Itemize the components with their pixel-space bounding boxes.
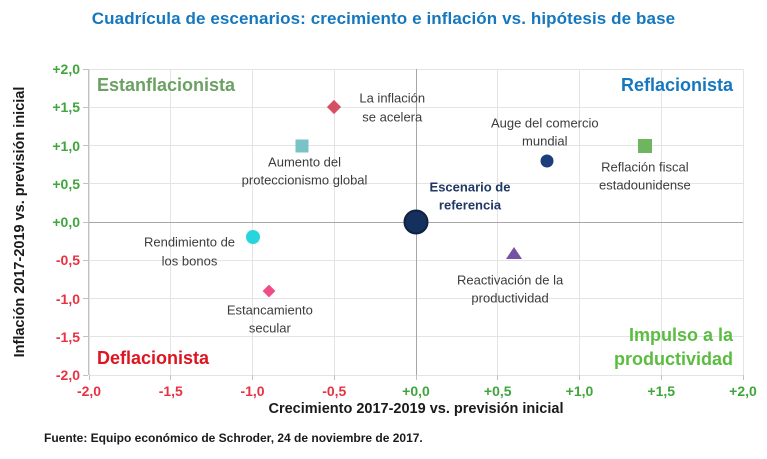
point-label-aumento-del-proteccionismo-global: Aumento del proteccionismo global (241, 154, 368, 188)
x-tick-label: -1,0 (240, 383, 265, 399)
y-tick-label: +1,5 (52, 99, 80, 116)
grid-line-vertical (742, 69, 744, 375)
y-tick-label: +1,0 (52, 137, 80, 154)
y-tick-label: -0,5 (55, 252, 80, 269)
y-tick-label: -2,0 (55, 367, 80, 383)
y-tick-mark (83, 145, 88, 146)
x-tick-mark (660, 375, 662, 380)
point-label-rendimiento-de-los-bonos: Rendimiento de los bonos (143, 234, 236, 269)
y-tick-mark (83, 298, 88, 299)
point-label-reflacion-fiscal-estadounidense: Reflación fiscal estadounidense (598, 159, 691, 193)
x-tick-label: +1,5 (647, 383, 676, 399)
x-tick-mark (333, 375, 335, 380)
x-tick-mark (497, 375, 499, 380)
data-point-la-inflacion-se-acelera (327, 100, 342, 115)
point-label-reactivacion-de-la-productividad: Reactivación de la productividad (456, 272, 564, 306)
data-point-rendimiento-de-los-bonos (245, 230, 260, 245)
quadrant-label-top-right: Reflacionista (620, 75, 733, 95)
y-tick-mark (83, 336, 88, 338)
x-tick-label: +2,0 (729, 383, 757, 399)
y-tick-label: +0,0 (52, 214, 80, 230)
chart-title: Cuadrícula de escenarios: crecimiento e … (91, 9, 676, 28)
y-tick-label: +2,0 (52, 61, 80, 77)
quadrant-label-bottom-right: Impulso a la productividad (613, 325, 733, 369)
y-tick-mark (83, 221, 88, 223)
x-tick-label: -1,5 (158, 383, 183, 399)
y-tick-mark (83, 106, 88, 108)
y-axis-title: Inflación 2017-2019 vs. previsión inicia… (12, 86, 28, 358)
quadrant-label-bottom-left: Deflacionista (97, 347, 210, 368)
data-point-reflacion-fiscal-estadounidense (637, 138, 652, 153)
data-point-estancamiento-secular (262, 284, 276, 298)
y-tick-mark (83, 374, 88, 376)
y-tick-mark (83, 259, 88, 261)
data-point-escenario-de-referencia (403, 209, 429, 235)
x-tick-mark (88, 375, 90, 380)
x-tick-label: +1,0 (565, 383, 594, 399)
y-tick-mark (83, 183, 88, 185)
y-tick-label: +0,5 (52, 175, 80, 192)
quadrant-label-top-left: Estanflacionista (97, 75, 236, 95)
source-note: Fuente: Equipo económico de Schroder, 24… (44, 431, 423, 445)
point-label-auge-del-comercio-mundial: Auge del comercio mundial (490, 115, 599, 149)
x-tick-mark (252, 375, 253, 380)
x-tick-mark (742, 375, 744, 380)
point-label-escenario-de-referencia: Escenario de referencia (429, 179, 511, 213)
x-tick-label: +0,5 (483, 383, 512, 399)
x-tick-label: -0,5 (322, 383, 347, 399)
y-tick-label: -1,0 (55, 290, 80, 307)
data-point-aumento-del-proteccionismo-global (295, 139, 309, 152)
x-tick-mark (415, 375, 417, 380)
y-tick-mark (83, 68, 88, 70)
x-axis-title: Crecimiento 2017-2019 vs. previsión inic… (268, 401, 564, 417)
plot-area: -2,0 -2,0 -1,5 -1,5 -1,0 -1,0 -0,5 -0,5 +0,0 +0,0… (52, 61, 756, 399)
data-point-auge-del-comercio-mundial (540, 154, 554, 168)
x-tick-mark (170, 375, 172, 380)
x-tick-label: -2,0 (76, 383, 102, 399)
point-label-la-inflacion-se-acelera: La inflación se acelera (359, 90, 426, 125)
x-tick-label: +0,0 (402, 383, 430, 399)
data-point-reactivacion-de-la-productividad (506, 246, 523, 259)
point-label-estancamiento-secular: Estancamiento secular (226, 302, 313, 336)
y-tick-label: -1,5 (55, 328, 80, 345)
x-tick-mark (579, 375, 580, 380)
